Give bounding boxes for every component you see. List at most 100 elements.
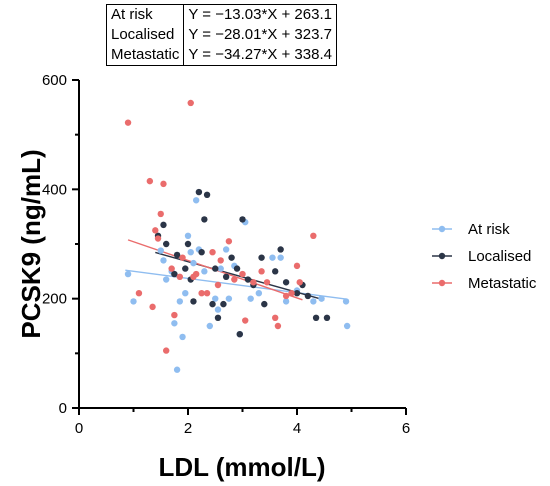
point-at-risk: [173, 366, 181, 373]
point-metastatic: [152, 227, 159, 234]
point-localised: [233, 265, 241, 272]
regression-equation-table: At risk Y = −13.03*X + 263.1 Localised Y…: [105, 4, 337, 66]
point-at-risk: [184, 232, 192, 239]
point-localised: [184, 240, 192, 248]
point-metastatic: [124, 119, 132, 126]
equation-group-label: Metastatic: [105, 45, 185, 66]
point-metastatic: [198, 290, 205, 297]
point-metastatic: [239, 270, 246, 278]
point-metastatic: [225, 238, 233, 245]
point-metastatic: [176, 273, 184, 280]
y-tick-label: 400: [42, 181, 67, 198]
point-localised: [190, 298, 197, 305]
point-localised: [171, 270, 178, 278]
x-tick-label: 0: [75, 420, 83, 437]
point-metastatic: [171, 311, 178, 319]
point-at-risk: [342, 298, 350, 305]
point-at-risk: [157, 247, 164, 254]
point-metastatic: [135, 290, 143, 297]
point-localised: [272, 268, 279, 275]
legend-marker-localised: [438, 252, 446, 260]
point-metastatic: [263, 279, 271, 286]
point-localised: [293, 290, 301, 297]
point-localised: [312, 314, 320, 321]
point-at-risk: [182, 290, 189, 297]
point-metastatic: [288, 290, 295, 297]
point-at-risk: [318, 295, 325, 302]
point-metastatic: [179, 254, 186, 261]
legend-label-at-risk: At risk: [468, 221, 510, 238]
equation-row-localised: Localised Y = −28.01*X + 323.7: [105, 25, 337, 45]
point-metastatic: [250, 279, 257, 286]
point-at-risk: [343, 322, 351, 330]
point-metastatic: [157, 210, 164, 218]
y-tick-label: 0: [59, 400, 67, 417]
point-at-risk: [179, 333, 186, 341]
equation-group-label: At risk: [105, 4, 185, 25]
point-localised: [282, 279, 290, 286]
point-metastatic: [258, 268, 265, 275]
point-at-risk: [190, 259, 197, 267]
x-axis-label: LDL (mmol/L): [158, 452, 325, 482]
equation-row-metastatic: Metastatic Y = −34.27*X + 338.4: [105, 45, 337, 66]
point-metastatic: [231, 276, 238, 283]
point-metastatic: [154, 235, 162, 242]
point-at-risk: [269, 254, 276, 261]
point-localised: [258, 254, 265, 261]
point-localised: [228, 254, 235, 261]
x-tick-label: 4: [293, 420, 301, 437]
point-metastatic: [187, 99, 194, 107]
point-metastatic: [168, 265, 175, 272]
point-metastatic: [214, 281, 222, 289]
equation-formula: Y = −28.01*X + 323.7: [183, 25, 337, 45]
point-localised: [198, 249, 205, 256]
point-metastatic: [163, 347, 170, 354]
y-tick-label: 600: [42, 72, 67, 89]
point-at-risk: [160, 257, 167, 264]
point-metastatic: [296, 279, 303, 286]
legend-marker-at-risk: [438, 225, 446, 233]
point-localised: [277, 246, 284, 253]
point-metastatic: [282, 292, 290, 300]
point-at-risk: [163, 276, 170, 283]
point-at-risk: [201, 268, 208, 275]
point-at-risk: [255, 290, 263, 297]
point-localised: [239, 216, 246, 223]
point-at-risk: [277, 254, 284, 261]
y-tick-label: 200: [42, 291, 67, 308]
legend-label-metastatic: Metastatic: [468, 275, 537, 292]
point-localised: [220, 300, 227, 308]
point-localised: [222, 273, 230, 280]
x-tick-label: 2: [184, 420, 192, 437]
point-localised: [209, 300, 216, 308]
axes: [78, 80, 406, 409]
point-localised: [261, 300, 268, 308]
point-at-risk: [176, 298, 184, 305]
point-localised: [163, 240, 170, 248]
legend-label-localised: Localised: [468, 248, 531, 265]
legend-marker-metastatic: [438, 279, 446, 287]
point-metastatic: [272, 314, 279, 321]
equation-formula: Y = −13.03*X + 263.1: [183, 4, 337, 25]
point-localised: [212, 265, 219, 272]
point-localised: [195, 188, 203, 196]
point-at-risk: [192, 197, 200, 204]
point-at-risk: [222, 246, 230, 253]
point-at-risk: [217, 265, 224, 272]
point-at-risk: [310, 298, 317, 305]
point-at-risk: [124, 270, 132, 278]
equation-group-label: Localised: [105, 25, 185, 45]
point-metastatic: [149, 303, 156, 311]
point-metastatic: [310, 232, 317, 239]
point-metastatic: [203, 290, 211, 297]
point-at-risk: [212, 295, 219, 302]
point-localised: [160, 221, 167, 229]
point-localised: [236, 331, 243, 338]
point-at-risk: [206, 322, 213, 330]
point-metastatic: [217, 257, 224, 264]
point-localised: [182, 265, 189, 272]
point-metastatic: [242, 317, 249, 324]
point-metastatic: [146, 177, 154, 185]
point-at-risk: [214, 306, 222, 313]
